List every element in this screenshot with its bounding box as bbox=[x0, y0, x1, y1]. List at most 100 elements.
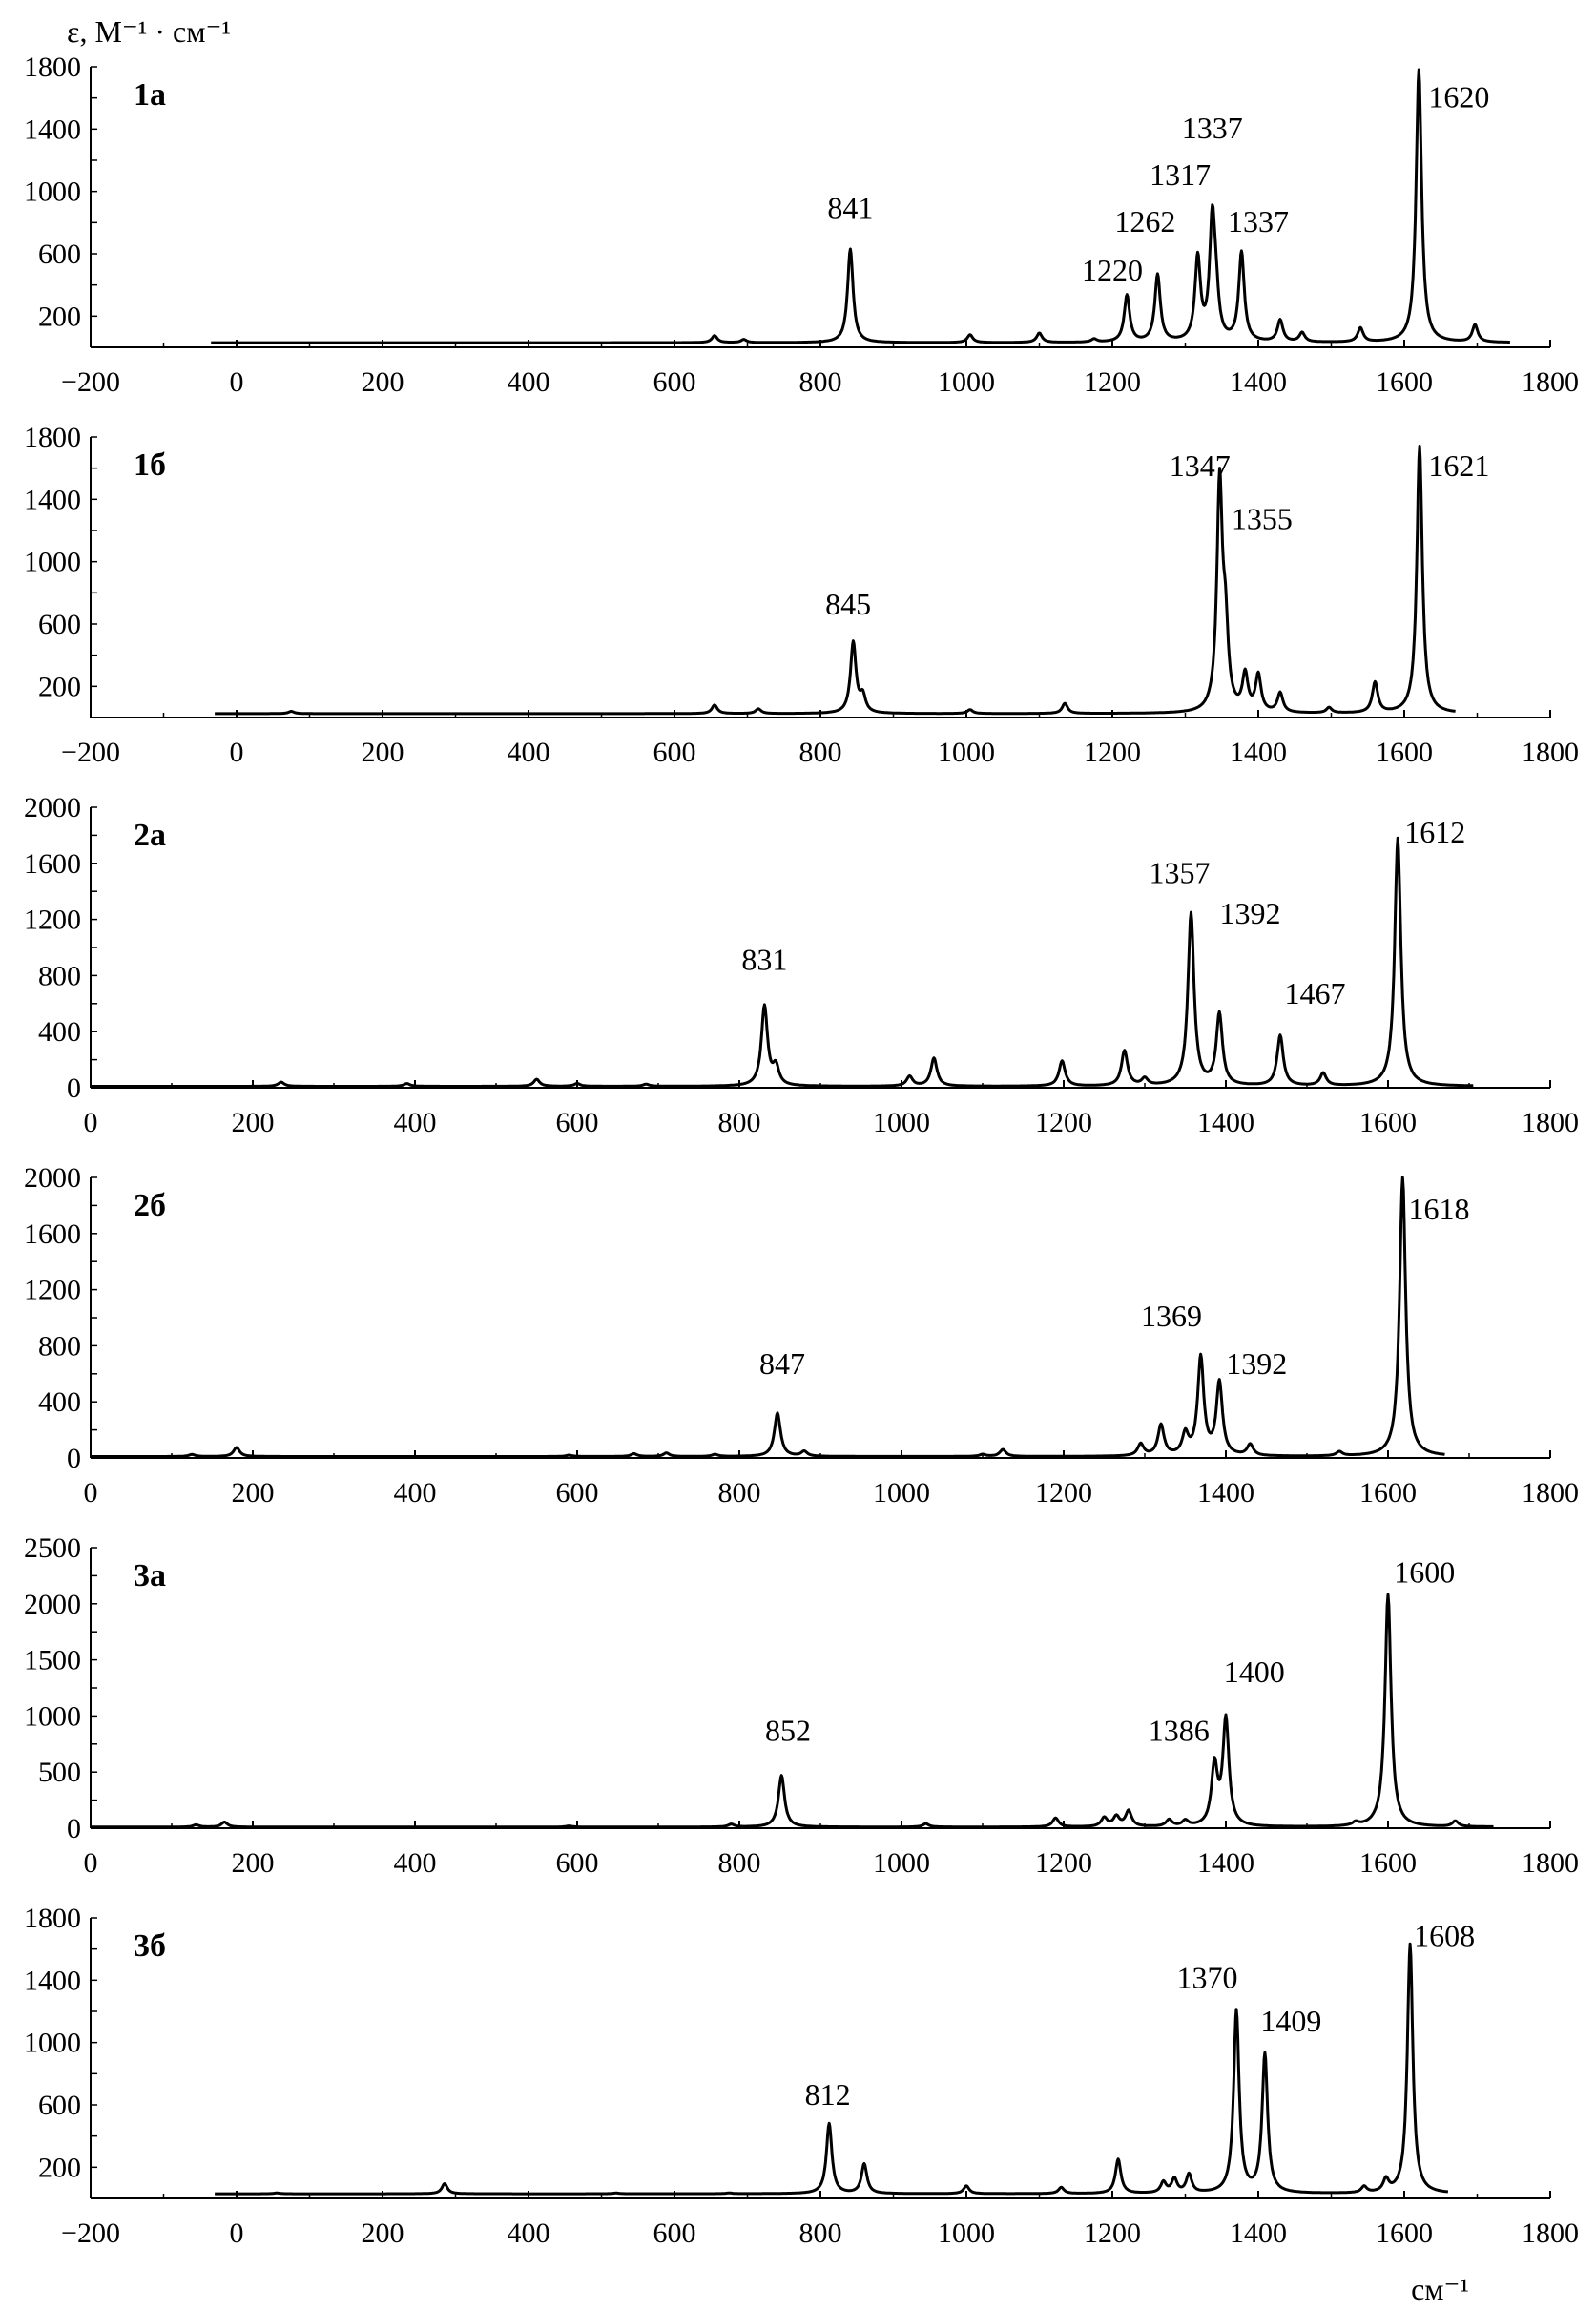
y-tick-label: 1600 bbox=[24, 848, 81, 880]
x-tick-label: 200 bbox=[362, 2217, 404, 2249]
peak-label: 1392 bbox=[1226, 1346, 1287, 1381]
x-tick-label: 400 bbox=[508, 2217, 550, 2249]
x-tick-label: 1800 bbox=[1522, 2217, 1579, 2249]
y-tick-label: 1400 bbox=[24, 484, 81, 515]
x-tick-label: 400 bbox=[394, 1847, 437, 1879]
y-tick-label: 1000 bbox=[24, 2028, 81, 2059]
x-tick-label: 800 bbox=[799, 2217, 842, 2249]
spectrum-line bbox=[90, 1176, 1446, 1458]
y-tick-label: 1400 bbox=[24, 114, 81, 145]
x-tick-label: 0 bbox=[230, 366, 244, 398]
x-tick-label: 400 bbox=[508, 737, 550, 768]
x-tick-label: 1200 bbox=[1035, 1847, 1092, 1879]
x-tick-label: 1600 bbox=[1359, 1477, 1417, 1509]
x-tick-label: 0 bbox=[84, 1477, 98, 1509]
y-tick-label: 600 bbox=[38, 2090, 81, 2121]
peak-label: 1370 bbox=[1176, 1961, 1237, 1995]
x-tick-label: 1000 bbox=[873, 1107, 930, 1138]
x-tick-label: 1000 bbox=[938, 2217, 995, 2249]
x-tick-label: 800 bbox=[718, 1477, 761, 1509]
x-tick-label: 1600 bbox=[1359, 1107, 1417, 1138]
spectrum-line bbox=[210, 68, 1511, 344]
peak-label: 1262 bbox=[1114, 204, 1175, 239]
panel-0: −200 0 200 400 600 800 1000 1200 1400 1600 1800 200… bbox=[24, 52, 1579, 398]
y-tick-label: 1800 bbox=[24, 1903, 81, 1934]
panel-4: 0 200 400 600 800 1000 1200 1400 1600 1800 0 500 100… bbox=[24, 1532, 1579, 1879]
x-tick-label: 1200 bbox=[1035, 1107, 1092, 1138]
x-tick-label: 0 bbox=[230, 2217, 244, 2249]
y-tick-label: 400 bbox=[38, 1016, 81, 1048]
y-tick-label: 200 bbox=[38, 2152, 81, 2183]
peak-label: 1355 bbox=[1232, 501, 1293, 535]
x-tick-label: 1600 bbox=[1359, 1847, 1417, 1879]
panel-label: 2а bbox=[134, 818, 166, 853]
x-tick-label: 200 bbox=[362, 366, 404, 398]
x-tick-label: 1800 bbox=[1522, 1107, 1579, 1138]
panel-3: 0 200 400 600 800 1000 1200 1400 1600 1800 0 400 800… bbox=[24, 1162, 1579, 1509]
x-tick-label: 1200 bbox=[1084, 366, 1141, 398]
y-tick-label: 2000 bbox=[24, 792, 81, 823]
y-tick-label: 400 bbox=[38, 1386, 81, 1418]
x-tick-label: 0 bbox=[230, 737, 244, 768]
peak-label: 1317 bbox=[1150, 157, 1211, 192]
peak-label: 812 bbox=[805, 2077, 851, 2112]
x-tick-label: 0 bbox=[84, 1847, 98, 1879]
peak-label: 1220 bbox=[1082, 253, 1143, 287]
y-axis-title: ε, M⁻¹ · см⁻¹ bbox=[67, 14, 231, 49]
x-tick-label: 400 bbox=[394, 1107, 437, 1138]
x-tick-label: 400 bbox=[394, 1477, 437, 1509]
peak-label: 841 bbox=[827, 190, 873, 224]
x-tick-label: −200 bbox=[61, 366, 120, 398]
x-tick-label: 400 bbox=[508, 366, 550, 398]
peak-label: 1618 bbox=[1409, 1192, 1470, 1226]
spectrum-line bbox=[214, 445, 1457, 716]
y-tick-label: 1800 bbox=[24, 422, 81, 453]
x-tick-label: 1400 bbox=[1197, 1477, 1254, 1509]
peak-label: 1612 bbox=[1404, 815, 1465, 849]
peak-label: 1347 bbox=[1170, 448, 1231, 483]
y-tick-label: 200 bbox=[38, 301, 81, 332]
panel-label: 2б bbox=[134, 1188, 166, 1223]
x-tick-label: 600 bbox=[653, 737, 696, 768]
peak-label: 1467 bbox=[1285, 976, 1346, 1010]
y-tick-label: 1000 bbox=[24, 1700, 81, 1732]
x-tick-label: 0 bbox=[84, 1107, 98, 1138]
x-tick-label: 1400 bbox=[1230, 737, 1287, 768]
y-tick-label: 600 bbox=[38, 609, 81, 640]
spectra-panels: −200 0 200 400 600 800 1000 1200 1400 1600 1800 200… bbox=[24, 52, 1579, 2249]
x-tick-label: 600 bbox=[556, 1477, 599, 1509]
x-tick-label: 1800 bbox=[1522, 1477, 1579, 1509]
peak-label: 1386 bbox=[1149, 1713, 1210, 1747]
x-tick-label: 800 bbox=[799, 366, 842, 398]
x-tick-label: 200 bbox=[362, 737, 404, 768]
panel-2: 0 200 400 600 800 1000 1200 1400 1600 1800 0 400 800… bbox=[24, 792, 1579, 1138]
x-tick-label: 800 bbox=[718, 1847, 761, 1879]
y-tick-label: 2000 bbox=[24, 1162, 81, 1194]
y-tick-label: 200 bbox=[38, 671, 81, 702]
x-tick-label: 1000 bbox=[873, 1847, 930, 1879]
peak-label: 852 bbox=[765, 1713, 811, 1747]
x-tick-label: 1200 bbox=[1084, 2217, 1141, 2249]
peak-label: 1409 bbox=[1260, 2004, 1321, 2038]
x-tick-label: 600 bbox=[653, 366, 696, 398]
x-tick-label: 1000 bbox=[938, 737, 995, 768]
x-tick-label: 600 bbox=[556, 1847, 599, 1879]
peak-label: 1337 bbox=[1182, 111, 1243, 145]
x-tick-label: 1600 bbox=[1376, 2217, 1433, 2249]
y-tick-label: 1000 bbox=[24, 177, 81, 208]
x-tick-label: 1400 bbox=[1197, 1847, 1254, 1879]
y-tick-label: 600 bbox=[38, 239, 81, 270]
y-tick-label: 1200 bbox=[24, 1275, 81, 1306]
x-tick-label: 1600 bbox=[1376, 737, 1433, 768]
peak-label: 831 bbox=[741, 943, 787, 977]
peak-label: 847 bbox=[759, 1346, 805, 1381]
x-tick-label: 200 bbox=[232, 1847, 275, 1879]
y-tick-label: 1500 bbox=[24, 1645, 81, 1676]
y-tick-label: 800 bbox=[38, 1330, 81, 1362]
y-tick-label: 1400 bbox=[24, 1965, 81, 1996]
x-tick-label: −200 bbox=[61, 2217, 120, 2249]
x-tick-label: 1000 bbox=[873, 1477, 930, 1509]
x-tick-label: 1400 bbox=[1230, 366, 1287, 398]
y-tick-label: 0 bbox=[67, 1443, 81, 1474]
